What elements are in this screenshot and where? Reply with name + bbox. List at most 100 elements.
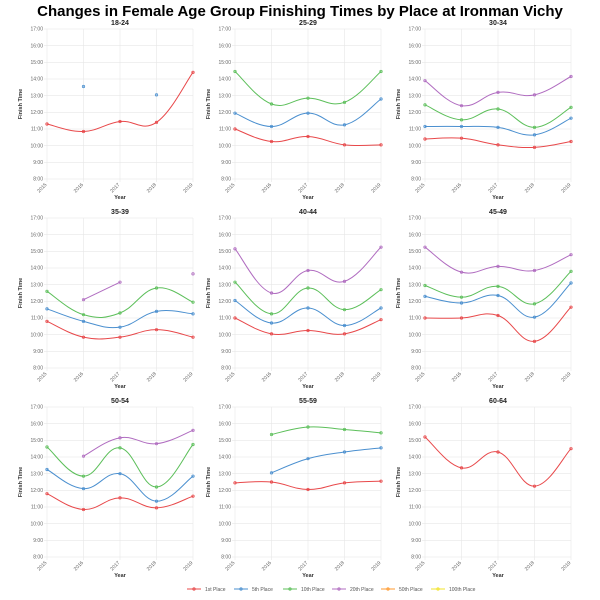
y-tick-label: 14:00	[408, 455, 421, 461]
x-axis-label: Year	[302, 195, 314, 201]
data-point	[423, 294, 427, 298]
y-tick-label: 12:00	[408, 110, 421, 116]
panel-title: 50-54	[111, 398, 129, 405]
series-1st-place	[423, 435, 573, 488]
data-point	[569, 447, 573, 451]
legend-item: 10th Place	[283, 587, 325, 593]
y-tick-label: 12:00	[30, 299, 43, 305]
data-point	[233, 127, 237, 131]
y-tick-label: 16:00	[30, 43, 43, 49]
y-tick-label: 17:00	[30, 216, 43, 222]
panel-title: 25-29	[299, 20, 317, 27]
series-5th-place	[81, 84, 159, 97]
legend-label: 1st Place	[205, 587, 226, 593]
panel-55-59: 55-59 8:00 9:00 10:00 11:00 12:00 13:00 14:00 15…	[206, 398, 383, 579]
series-1st-place	[45, 319, 195, 340]
legend-item: 20th Place	[332, 587, 374, 593]
data-point	[379, 288, 383, 292]
y-tick-label: 15:00	[218, 438, 231, 444]
data-point	[379, 143, 383, 147]
y-axis-label: Finish Time	[18, 89, 24, 119]
y-tick-label: 8:00	[221, 555, 231, 561]
x-tick-label: 2016	[73, 371, 85, 383]
data-point	[191, 442, 195, 447]
y-tick-label: 12:00	[218, 488, 231, 494]
x-tick-label: 2016	[261, 182, 273, 194]
chart-title: Changes in Female Age Group Finishing Ti…	[37, 3, 563, 20]
x-tick-label: 2016	[451, 371, 463, 383]
data-point	[118, 446, 122, 450]
y-tick-label: 9:00	[411, 538, 421, 544]
data-point	[306, 111, 310, 115]
x-tick-label: 2018	[146, 560, 158, 572]
series-10th-place	[45, 442, 195, 489]
x-tick-label: 2019	[182, 371, 194, 383]
data-point	[154, 328, 159, 332]
y-axis-label: Finish Time	[396, 89, 402, 119]
data-point	[45, 289, 49, 293]
data-point	[379, 318, 383, 322]
data-point	[379, 245, 383, 249]
data-point	[569, 139, 573, 144]
data-point	[81, 507, 86, 512]
legend: 1st Place 5th Place 10th Place 20th Place 50…	[187, 587, 476, 593]
data-point	[459, 270, 464, 274]
legend-swatch-marker	[436, 587, 440, 591]
x-tick-label: 2019	[370, 182, 382, 194]
data-point	[532, 315, 537, 319]
y-tick-label: 14:00	[408, 77, 421, 83]
data-point	[459, 316, 464, 320]
series-line	[271, 426, 382, 435]
data-point	[45, 445, 49, 449]
data-point	[233, 481, 237, 485]
x-tick-label: 2017	[487, 371, 499, 383]
x-tick-label: 2019	[182, 560, 194, 572]
series-5th-place	[269, 446, 383, 475]
series-10th-place	[423, 103, 573, 129]
data-point	[306, 328, 310, 333]
y-tick-label: 15:00	[30, 60, 43, 66]
x-tick-label: 2016	[261, 371, 273, 383]
x-tick-label: 2019	[560, 371, 572, 383]
data-point	[191, 312, 195, 316]
data-point	[306, 268, 310, 273]
x-tick-label: 2015	[414, 560, 426, 572]
data-point	[496, 90, 500, 94]
x-tick-label: 2019	[370, 371, 382, 383]
data-point	[191, 335, 195, 339]
data-point	[306, 457, 310, 461]
data-point	[569, 281, 573, 285]
y-tick-label: 13:00	[408, 471, 421, 477]
data-point	[496, 293, 500, 298]
data-point	[269, 124, 274, 129]
x-axis-label: Year	[492, 384, 504, 390]
data-point	[191, 300, 195, 304]
x-tick-label: 2018	[524, 182, 536, 194]
data-point	[423, 79, 427, 83]
y-axis-label: Finish Time	[18, 278, 24, 308]
y-tick-label: 12:00	[30, 110, 43, 116]
x-tick-label: 2015	[224, 371, 236, 383]
data-point	[118, 311, 122, 315]
legend-swatch-marker	[239, 587, 243, 591]
y-axis-label: Finish Time	[206, 278, 212, 308]
y-tick-label: 13:00	[30, 282, 43, 288]
data-point	[81, 298, 86, 302]
data-point	[423, 245, 427, 249]
data-point	[496, 450, 500, 454]
data-point	[423, 124, 427, 129]
data-point	[342, 123, 347, 127]
data-point	[342, 450, 347, 454]
data-point	[81, 487, 86, 491]
panel-50-54: 50-54 8:00 9:00 10:00 11:00 12:00 13:00 14:00 15…	[18, 398, 195, 579]
series-5th-place	[45, 467, 195, 503]
legend-item: 50th Place	[381, 587, 423, 593]
data-point	[154, 286, 159, 290]
data-point	[45, 467, 49, 472]
y-tick-label: 8:00	[33, 555, 43, 561]
data-point	[81, 454, 86, 458]
panel-18-24: 18-24 8:00 9:00 10:00 11:00 12:00 13:00 14:00 15…	[18, 20, 195, 201]
data-point	[342, 143, 347, 147]
x-tick-label: 2016	[261, 560, 273, 572]
